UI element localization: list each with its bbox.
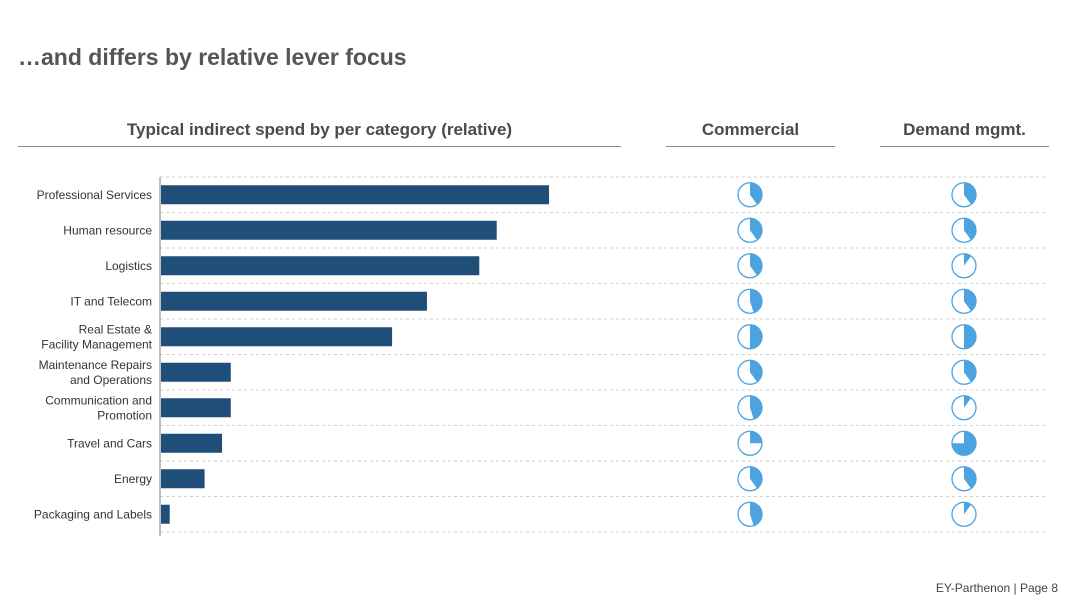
demand-harvey-ball [952, 289, 976, 313]
harvey-ball-fill [750, 431, 762, 443]
category-label: Travel and Cars [67, 436, 152, 450]
category-label: Real Estate & Facility Management [41, 322, 152, 351]
spend-bar [161, 327, 392, 346]
footer: EY-Parthenon | Page 8 [936, 581, 1058, 595]
commercial-harvey-ball [738, 289, 762, 313]
demand-harvey-ball [952, 254, 976, 278]
commercial-harvey-ball [738, 467, 762, 491]
spend-bar [161, 398, 231, 417]
demand-harvey-ball [952, 467, 976, 491]
demand-harvey-ball [952, 183, 976, 207]
category-label: Packaging and Labels [34, 507, 152, 521]
commercial-harvey-ball [738, 218, 762, 242]
spend-bar [161, 256, 479, 275]
demand-harvey-ball [952, 360, 976, 384]
demand-harvey-ball [952, 396, 976, 420]
category-label: Energy [114, 472, 152, 486]
category-label: Human resource [63, 223, 152, 237]
category-label: Professional Services [37, 188, 152, 202]
harvey-ball-fill [750, 325, 762, 349]
spend-bar [161, 434, 222, 453]
commercial-harvey-ball [738, 396, 762, 420]
category-label: Logistics [105, 259, 152, 273]
spend-bar [161, 469, 205, 488]
commercial-harvey-ball [738, 502, 762, 526]
category-label: IT and Telecom [70, 294, 152, 308]
spend-bar [161, 292, 427, 311]
commercial-harvey-ball [738, 360, 762, 384]
demand-harvey-ball [952, 218, 976, 242]
spend-bar [161, 221, 497, 240]
category-label: Communication and Promotion [45, 393, 152, 422]
commercial-harvey-ball [738, 431, 762, 455]
category-label: Maintenance Repairs and Operations [39, 358, 152, 387]
commercial-harvey-ball [738, 325, 762, 349]
commercial-harvey-ball [738, 183, 762, 207]
demand-harvey-ball [952, 431, 976, 455]
spend-bar [161, 505, 170, 524]
commercial-harvey-ball [738, 254, 762, 278]
spend-bar [161, 363, 231, 382]
demand-harvey-ball [952, 325, 976, 349]
demand-harvey-ball [952, 502, 976, 526]
spend-bar [161, 185, 549, 204]
harvey-ball-fill [964, 325, 976, 349]
